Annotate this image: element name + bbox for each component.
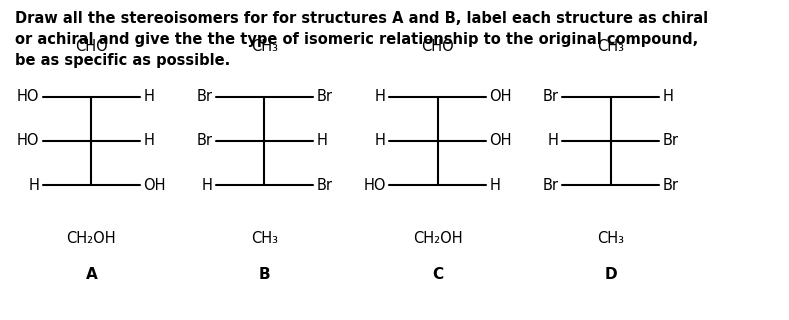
- Text: CH₃: CH₃: [251, 231, 278, 246]
- Text: Br: Br: [196, 89, 212, 104]
- Text: Br: Br: [663, 133, 679, 148]
- Text: CH₃: CH₃: [597, 231, 624, 246]
- Text: A: A: [85, 267, 97, 282]
- Text: OH: OH: [489, 133, 512, 148]
- Text: H: H: [663, 89, 674, 104]
- Text: H: H: [548, 133, 559, 148]
- Text: Br: Br: [316, 89, 332, 104]
- Text: OH: OH: [144, 178, 166, 193]
- Text: Br: Br: [196, 133, 212, 148]
- Text: H: H: [489, 178, 500, 193]
- Text: C: C: [432, 267, 443, 282]
- Text: CH₂OH: CH₂OH: [66, 231, 116, 246]
- Text: CH₃: CH₃: [597, 39, 624, 54]
- Text: HO: HO: [17, 89, 39, 104]
- Text: H: H: [28, 178, 39, 193]
- Text: B: B: [259, 267, 271, 282]
- Text: OH: OH: [489, 89, 512, 104]
- Text: H: H: [316, 133, 327, 148]
- Text: CHO: CHO: [421, 39, 454, 54]
- Text: Br: Br: [543, 178, 559, 193]
- Text: Br: Br: [543, 89, 559, 104]
- Text: H: H: [144, 89, 154, 104]
- Text: H: H: [202, 178, 212, 193]
- Text: D: D: [604, 267, 617, 282]
- Text: Br: Br: [316, 178, 332, 193]
- Text: H: H: [375, 89, 386, 104]
- Text: H: H: [375, 133, 386, 148]
- Text: Draw all the stereoisomers for for structures A and B, label each structure as c: Draw all the stereoisomers for for struc…: [15, 11, 709, 68]
- Text: CHO: CHO: [75, 39, 108, 54]
- Text: H: H: [144, 133, 154, 148]
- Text: CH₂OH: CH₂OH: [413, 231, 462, 246]
- Text: CH₃: CH₃: [251, 39, 278, 54]
- Text: HO: HO: [363, 178, 386, 193]
- Text: Br: Br: [663, 178, 679, 193]
- Text: HO: HO: [17, 133, 39, 148]
